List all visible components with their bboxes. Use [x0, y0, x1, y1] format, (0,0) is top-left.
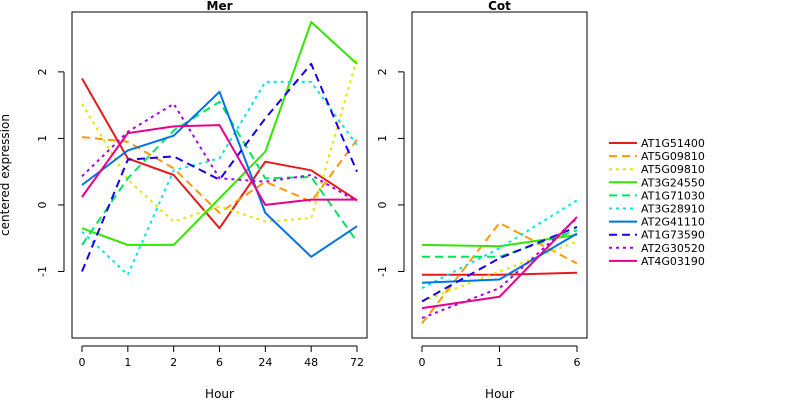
series-lines-mer	[81, 21, 358, 276]
x-tick-label: 72	[350, 356, 364, 369]
x-axis-cot: 0 1 6	[419, 345, 581, 369]
x-tick-label: 0	[79, 356, 86, 369]
legend-item: AT1G73590	[609, 229, 705, 242]
series-line-at1g51400	[81, 78, 358, 230]
y-tick-label: 2	[36, 68, 49, 75]
x-tick-label: 6	[216, 356, 223, 369]
series-line-at1g71030	[81, 100, 358, 246]
series-line-at2g30520	[81, 102, 358, 203]
y-tick-label: 2	[376, 68, 389, 75]
y-tick-label: -1	[36, 266, 49, 277]
y-tick-label: -1	[376, 266, 389, 277]
series-line-at3g24550	[81, 21, 358, 246]
legend-item: AT3G24550	[609, 176, 705, 189]
series-line-at1g73590	[421, 225, 578, 303]
plot-frame-cot	[411, 11, 588, 339]
legend: AT1G51400AT5G09810AT5G09810AT3G24550AT1G…	[609, 137, 705, 268]
y-tick-label: 1	[36, 135, 49, 142]
series-line-at5g09810	[421, 240, 578, 303]
x-tick-label: 1	[496, 356, 503, 369]
legend-label: AT1G71030	[641, 189, 705, 202]
legend-label: AT1G51400	[641, 137, 705, 150]
series-line-at3g28910	[81, 80, 358, 276]
y-axis-mer: -1 0 1 2	[36, 68, 65, 277]
x-axis-label-cot: Hour	[485, 387, 514, 400]
legend-item: AT1G51400	[609, 137, 705, 150]
y-axis-label: centered expression	[0, 114, 12, 236]
series-line-at3g28910	[421, 199, 578, 289]
panel-mer: Mer 0 1 2 6 24 48 72 -1 0 1 2 Hour centered expre…	[0, 0, 368, 400]
series-line-at4g03190	[81, 124, 357, 206]
legend-label: AT3G28910	[641, 203, 705, 216]
x-tick-label: 6	[574, 356, 581, 369]
series-line-at2g41110	[421, 232, 578, 284]
legend-label: AT4G03190	[641, 255, 705, 268]
legend-label: AT2G41110	[641, 216, 705, 229]
series-line-at2g41110	[81, 90, 358, 258]
plot-frame-mer	[71, 11, 368, 339]
x-axis-mer: 0 1 2 6 24 48 72	[79, 345, 364, 369]
series-line-at1g51400	[422, 271, 578, 276]
y-axis-cot: -1 0 1 2	[376, 68, 405, 277]
series-line-at2g30520	[421, 217, 578, 319]
series-lines-cot	[421, 199, 578, 325]
x-tick-label: 2	[170, 356, 177, 369]
legend-item: AT4G03190	[609, 255, 705, 268]
legend-label: AT5G09810	[641, 150, 705, 163]
x-axis-label-mer: Hour	[205, 387, 234, 400]
y-tick-label: 1	[376, 135, 389, 142]
x-tick-label: 1	[124, 356, 131, 369]
series-line-at4g03190	[421, 216, 578, 310]
legend-label: AT5G09810	[641, 163, 705, 176]
legend-item: AT5G09810	[609, 150, 705, 163]
x-tick-label: 48	[304, 356, 318, 369]
legend-item: AT5G09810	[609, 163, 705, 176]
series-line-at5g09810	[81, 136, 358, 214]
legend-label: AT3G24550	[641, 176, 705, 189]
legend-item: AT1G71030	[609, 189, 705, 202]
legend-item: AT2G41110	[609, 216, 705, 229]
legend-label: AT1G73590	[641, 229, 705, 242]
legend-item: AT2G30520	[609, 242, 705, 255]
y-tick-label: 0	[36, 201, 49, 208]
x-tick-label: 24	[258, 356, 272, 369]
y-tick-label: 0	[376, 201, 389, 208]
legend-item: AT3G28910	[609, 203, 705, 216]
series-line-at1g73590	[81, 62, 358, 272]
panel-title-cot: Cot	[488, 0, 511, 13]
series-line-at1g71030	[422, 229, 578, 258]
legend-label: AT2G30520	[641, 242, 705, 255]
panel-cot: Cot 0 1 6 -1 0 1 2 Hour	[376, 0, 588, 400]
x-tick-label: 0	[419, 356, 426, 369]
panel-title-mer: Mer	[207, 0, 233, 13]
